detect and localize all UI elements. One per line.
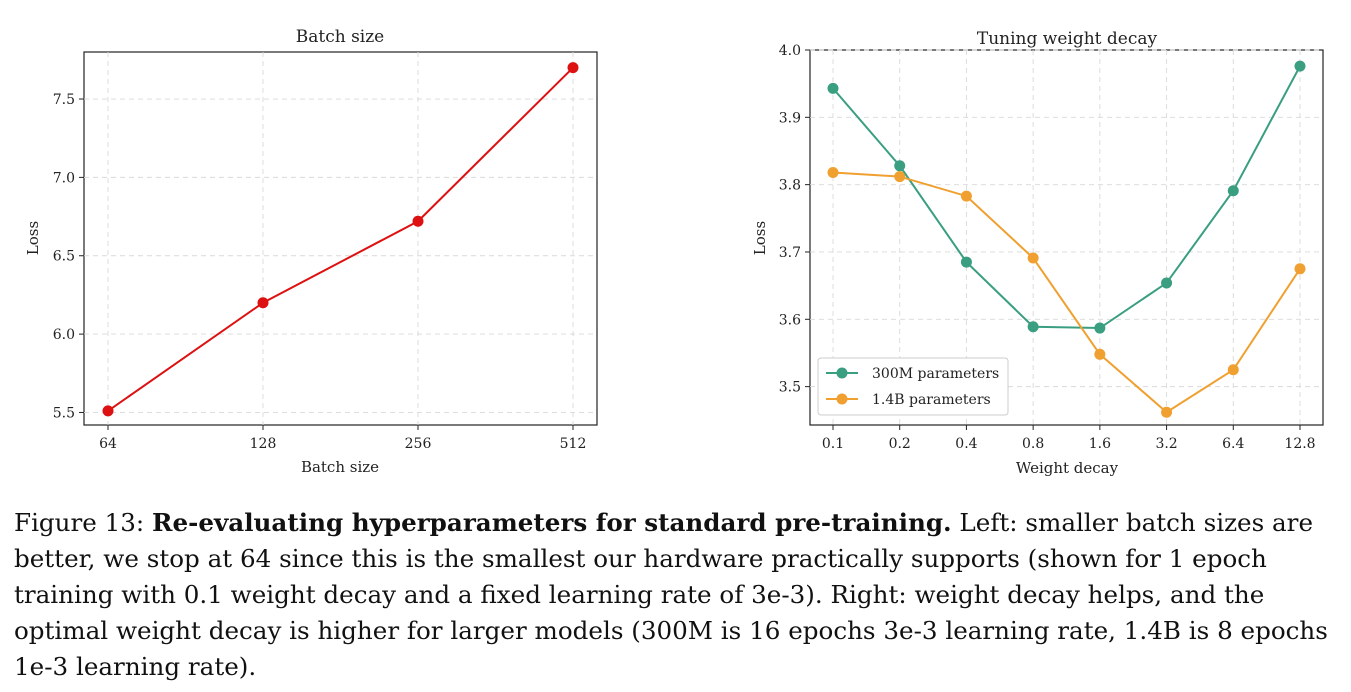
data-point-1 xyxy=(827,167,839,179)
figure-caption: Figure 13: Re-evaluating hyperparameters… xyxy=(14,505,1338,685)
x-tick-label: 512 xyxy=(560,436,587,452)
caption-bold-title: Re-evaluating hyperparameters for standa… xyxy=(152,508,952,537)
data-point-1 xyxy=(1294,263,1306,275)
data-point-0 xyxy=(412,215,424,227)
data-point-1 xyxy=(894,171,906,183)
x-tick-label: 12.8 xyxy=(1284,436,1315,452)
chart-title: Tuning weight decay xyxy=(977,29,1158,49)
data-point-0 xyxy=(1227,185,1239,197)
data-point-0 xyxy=(827,82,839,94)
legend-label-300m: 300M parameters xyxy=(872,366,999,382)
y-tick-label: 4.0 xyxy=(779,43,801,59)
legend-label-1-4b: 1.4B parameters xyxy=(872,392,991,408)
data-point-0 xyxy=(894,160,906,172)
y-tick-label: 7.0 xyxy=(53,170,75,186)
data-point-0 xyxy=(102,405,114,417)
data-point-0 xyxy=(960,256,972,268)
x-axis-label: Weight decay xyxy=(1016,459,1119,477)
data-point-1 xyxy=(1094,348,1106,360)
chart-title: Batch size xyxy=(296,27,385,47)
legend-box xyxy=(817,357,1009,416)
x-axis-label: Batch size xyxy=(301,458,379,476)
data-point-0 xyxy=(1094,322,1106,334)
data-point-0 xyxy=(1294,60,1306,72)
y-axis-label: Loss xyxy=(24,221,42,255)
caption-label: Figure 13: xyxy=(14,508,153,537)
x-tick-label: 0.8 xyxy=(1022,436,1044,452)
y-tick-label: 6.5 xyxy=(53,249,75,265)
x-tick-label: 1.6 xyxy=(1089,436,1111,452)
weight-decay-chart: 0.1 0.2 0.4 0.8 1.6 3.2 6.4 12.8 3.5 3.6 3.7 3.8 3.… xyxy=(751,29,1324,477)
data-point-0 xyxy=(1027,321,1039,333)
x-tick-label: 3.2 xyxy=(1155,436,1177,452)
y-tick-label: 5.5 xyxy=(53,405,75,421)
x-tick-label: 0.2 xyxy=(889,436,911,452)
y-tick-label: 6.0 xyxy=(53,327,75,343)
x-tick-label: 64 xyxy=(99,436,117,452)
data-point-1 xyxy=(960,190,972,202)
x-tick-label: 256 xyxy=(405,436,432,452)
y-tick-label: 3.8 xyxy=(779,178,801,194)
plot-area xyxy=(83,51,598,426)
y-tick-label: 3.7 xyxy=(779,245,801,261)
x-tick-label: 6.4 xyxy=(1222,436,1244,452)
y-tick-label: 3.6 xyxy=(779,312,801,328)
data-point-1 xyxy=(1161,406,1173,418)
x-tick-label: 128 xyxy=(250,436,277,452)
data-point-1 xyxy=(1227,364,1239,376)
y-tick-label: 3.9 xyxy=(779,110,801,126)
series-line-0 xyxy=(107,66,574,412)
batch-size-chart: 64 128 256 512 5.5 6.0 6.5 7.0 7.5 Batch size B… xyxy=(24,27,598,476)
legend-marker-300m xyxy=(836,367,848,379)
figure: 64 128 256 512 5.5 6.0 6.5 7.0 7.5 Batch size B… xyxy=(24,27,1324,477)
legend: 300M parameters 1.4B parameters xyxy=(817,357,1009,416)
y-tick-label: 7.5 xyxy=(53,92,75,108)
caption-text: Left: smaller batch sizes are better, we… xyxy=(14,508,1328,681)
data-point-0 xyxy=(567,62,579,74)
data-point-1 xyxy=(1027,252,1039,264)
series-line-0 xyxy=(832,65,1301,330)
x-tick-label: 0.1 xyxy=(822,436,844,452)
data-point-0 xyxy=(1161,277,1173,289)
series-line-1 xyxy=(832,171,1301,414)
y-tick-label: 3.5 xyxy=(779,380,801,396)
x-tick-label: 0.4 xyxy=(955,436,977,452)
y-axis-label: Loss xyxy=(751,221,769,255)
legend-marker-1-4b xyxy=(836,393,848,405)
data-point-0 xyxy=(257,297,269,309)
